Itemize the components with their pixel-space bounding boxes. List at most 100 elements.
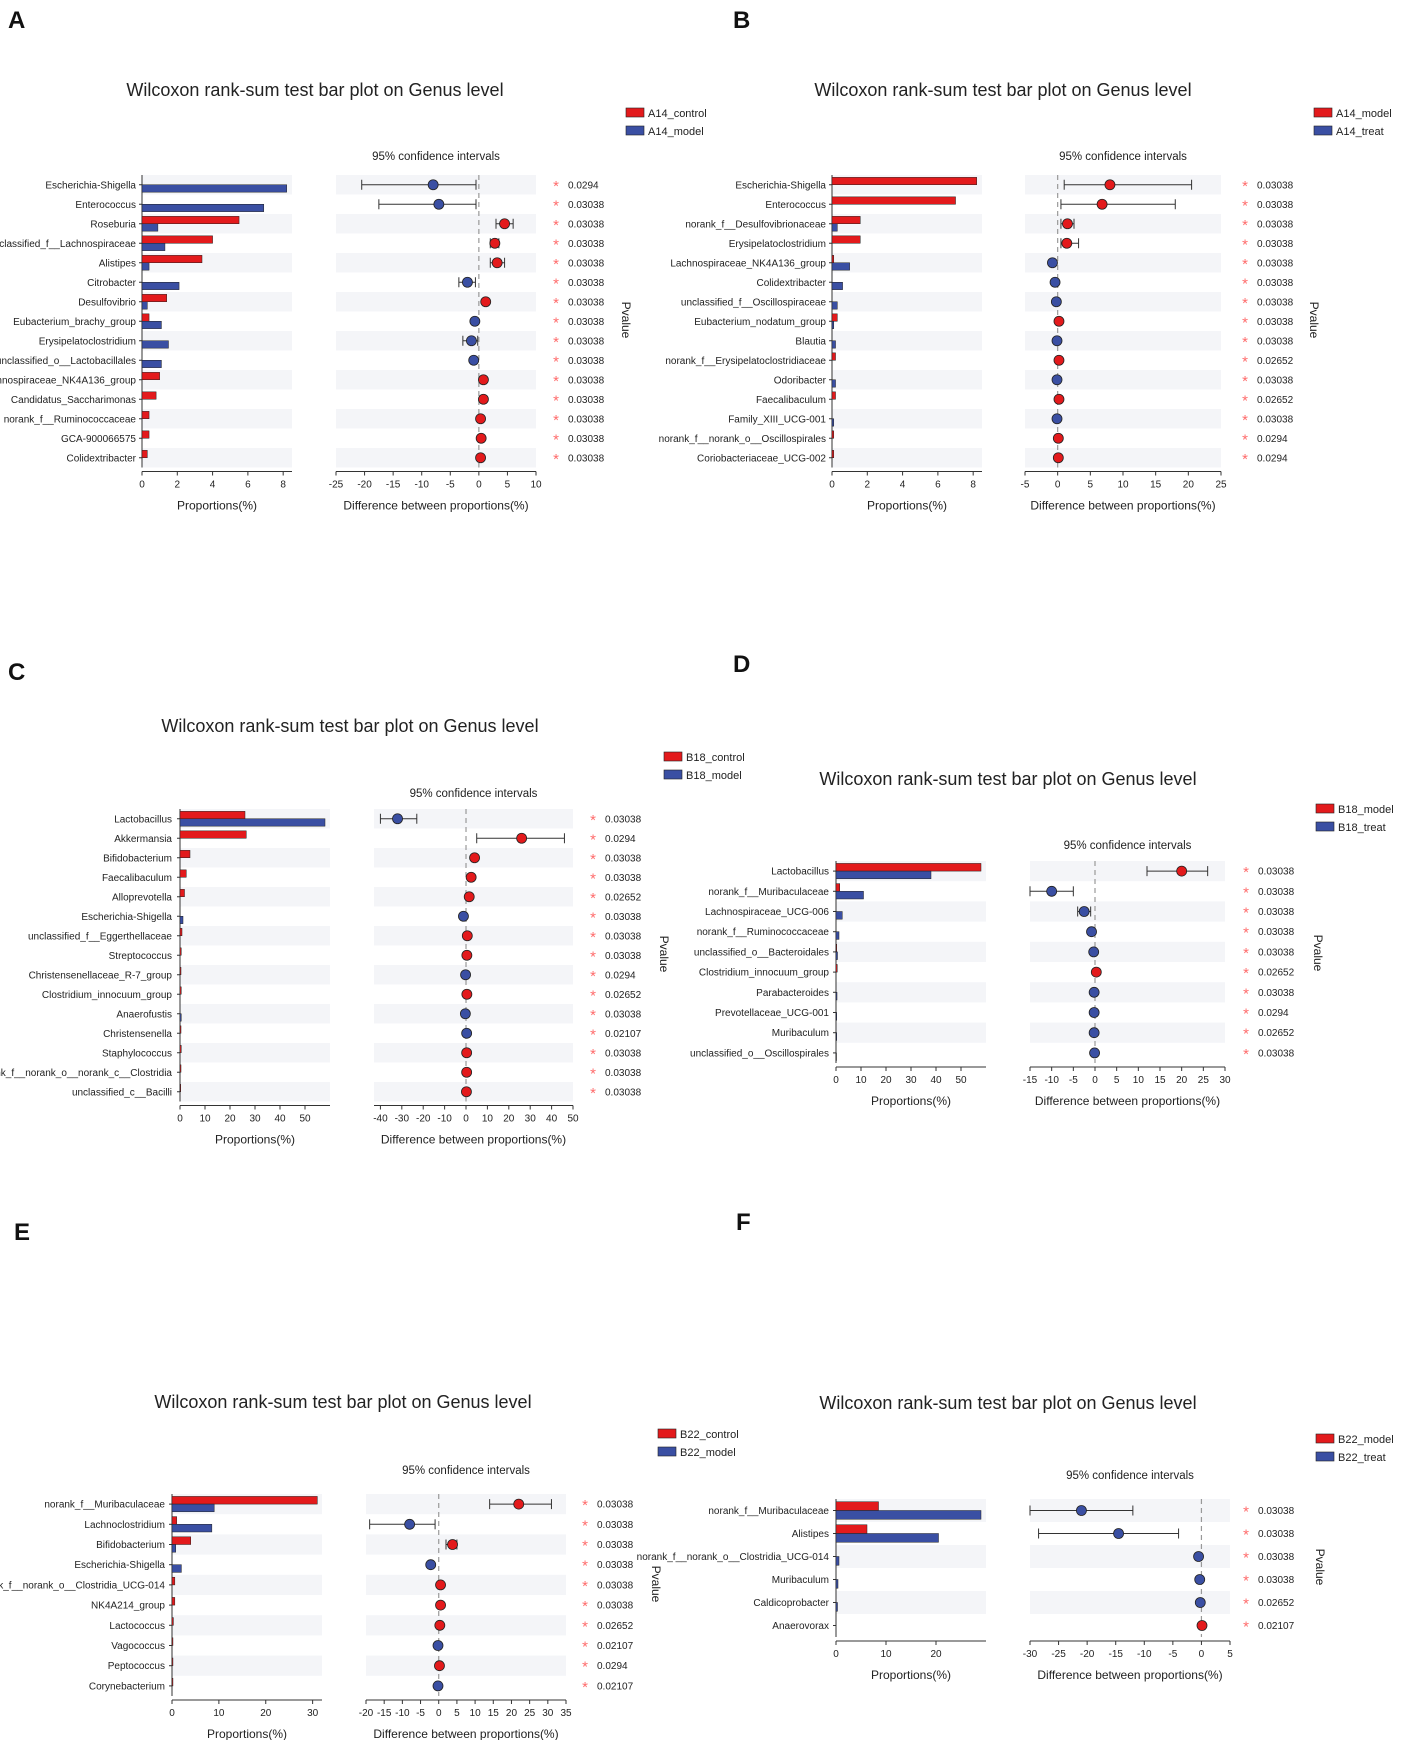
sig-star: * xyxy=(553,197,559,214)
prop-tick-label: 40 xyxy=(274,1114,286,1125)
sig-star: * xyxy=(1243,884,1249,901)
ci-title: 95% confidence intervals xyxy=(402,1465,530,1477)
panel-letter: F xyxy=(736,1209,751,1236)
category-label: Colidextribacter xyxy=(757,278,827,289)
pvalue-axis-label: Pvalue xyxy=(1311,935,1325,972)
row-stripe-right xyxy=(1025,409,1221,429)
category-label: Escherichia-Shigella xyxy=(735,180,826,191)
diff-point xyxy=(1047,257,1058,269)
pvalue-label: 0.03038 xyxy=(1258,988,1295,999)
prop-tick-label: 30 xyxy=(905,1075,917,1086)
diff-point xyxy=(425,1559,437,1571)
sig-star: * xyxy=(1243,1596,1249,1613)
panel-letter: B xyxy=(733,7,750,34)
bar-group2 xyxy=(835,1533,939,1543)
diff-tick-label: 0 xyxy=(476,480,482,491)
row-stripe-right xyxy=(374,1082,573,1102)
pvalue-label: 0.03038 xyxy=(605,912,642,923)
diff-point xyxy=(516,832,528,844)
diff-tick-label: 0 xyxy=(463,1114,469,1125)
prop-tick-label: 4 xyxy=(900,480,906,491)
row-stripe-left xyxy=(142,331,292,351)
diff-point xyxy=(1046,885,1058,897)
sig-star: * xyxy=(582,1497,588,1514)
diff-tick-label: 10 xyxy=(1133,1075,1145,1086)
bar-group1 xyxy=(835,1524,868,1534)
prop-axis-label: Proportions(%) xyxy=(177,499,257,513)
pvalue-label: 0.03038 xyxy=(1258,1506,1295,1517)
pvalue-label: 0.03038 xyxy=(568,453,605,464)
sig-star: * xyxy=(590,1065,596,1082)
sig-star: * xyxy=(590,929,596,946)
legend-swatch-2 xyxy=(625,125,645,136)
diff-tick-label: -30 xyxy=(395,1114,410,1125)
diff-tick-label: 20 xyxy=(506,1708,518,1719)
prop-tick-label: 20 xyxy=(260,1708,272,1719)
bar-group1 xyxy=(141,294,167,302)
prop-tick-label: 6 xyxy=(245,480,251,491)
diff-point xyxy=(1051,413,1063,425)
bar-group2 xyxy=(831,321,835,329)
diff-point xyxy=(491,257,503,269)
pvalue-label: 0.03038 xyxy=(568,336,605,347)
diff-point xyxy=(1051,374,1063,386)
prop-tick-label: 0 xyxy=(139,480,145,491)
pvalue-label: 0.03038 xyxy=(1258,1529,1295,1540)
bar-group1 xyxy=(835,964,838,973)
bar-group1 xyxy=(171,1597,176,1606)
bar-group1 xyxy=(835,943,837,953)
sig-star: * xyxy=(590,948,596,965)
category-label: Eubacterium_nodatum_group xyxy=(694,317,826,328)
bar-group2 xyxy=(835,1012,837,1021)
bar-group2 xyxy=(835,911,843,920)
row-stripe-right xyxy=(374,926,573,946)
ci-title: 95% confidence intervals xyxy=(1066,1470,1194,1482)
row-stripe-left xyxy=(142,370,292,390)
panel-letter: E xyxy=(14,1219,30,1246)
sig-star: * xyxy=(1243,985,1249,1002)
prop-tick-label: 50 xyxy=(955,1075,967,1086)
pvalue-label: 0.03038 xyxy=(605,873,642,884)
bar-group1 xyxy=(179,1084,181,1092)
diff-tick-label: 0 xyxy=(1092,1075,1098,1086)
diff-tick-label: -15 xyxy=(1023,1075,1038,1086)
sig-star: * xyxy=(590,890,596,907)
bar-group1 xyxy=(179,986,182,995)
legend-label-2: A14_treat xyxy=(1336,126,1384,138)
row-stripe-right xyxy=(336,370,536,390)
pvalue-label: 0.03038 xyxy=(568,200,605,211)
bar-group2 xyxy=(831,223,838,232)
ci-title: 95% confidence intervals xyxy=(410,788,538,800)
prop-tick-label: 30 xyxy=(307,1708,319,1719)
diff-point xyxy=(459,1008,471,1020)
chart-title: Wilcoxon rank-sum test bar plot on Genus… xyxy=(814,80,1191,100)
diff-tick-label: 0 xyxy=(1199,1649,1205,1660)
panel-letter: A xyxy=(8,7,25,34)
sig-star: * xyxy=(1242,197,1248,214)
bar-group2 xyxy=(835,891,864,900)
diff-point xyxy=(1049,276,1061,288)
row-stripe-left xyxy=(142,292,292,312)
pvalue-label: 0.03038 xyxy=(1257,239,1294,250)
diff-tick-label: 5 xyxy=(454,1708,460,1719)
pvalue-label: 0.02652 xyxy=(597,1621,634,1632)
diff-tick-label: 15 xyxy=(1154,1075,1166,1086)
sig-star: * xyxy=(582,1679,588,1696)
row-stripe-left xyxy=(836,982,986,1003)
row-stripe-left xyxy=(180,965,330,985)
diff-axis-label: Difference between proportions(%) xyxy=(1037,1668,1222,1682)
bar-group2 xyxy=(171,1544,176,1553)
diff-point xyxy=(1088,1027,1100,1039)
pvalue-label: 0.03038 xyxy=(597,1560,634,1571)
diff-tick-label: -20 xyxy=(359,1708,374,1719)
bar-group2 xyxy=(141,282,180,290)
sig-star: * xyxy=(590,1046,596,1063)
chart-title: Wilcoxon rank-sum test bar plot on Genus… xyxy=(161,716,538,736)
pvalue-label: 0.03038 xyxy=(568,278,605,289)
sig-star: * xyxy=(1242,334,1248,351)
prop-axis-label: Proportions(%) xyxy=(871,1668,951,1682)
diff-tick-label: -10 xyxy=(395,1708,410,1719)
pvalue-label: 0.03038 xyxy=(1257,219,1294,230)
diff-tick-label: 30 xyxy=(1219,1075,1231,1086)
diff-point xyxy=(1193,1551,1204,1562)
